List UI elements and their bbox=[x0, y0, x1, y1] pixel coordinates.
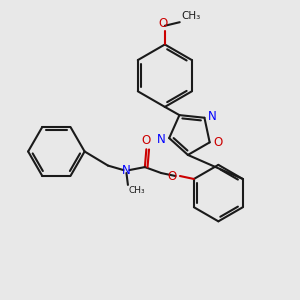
Text: O: O bbox=[214, 136, 223, 149]
Text: N: N bbox=[122, 164, 131, 177]
Text: N: N bbox=[208, 110, 217, 123]
Text: CH₃: CH₃ bbox=[128, 186, 145, 195]
Text: O: O bbox=[142, 134, 151, 147]
Text: O: O bbox=[168, 169, 177, 182]
Text: CH₃: CH₃ bbox=[181, 11, 200, 21]
Text: O: O bbox=[159, 16, 168, 30]
Text: N: N bbox=[157, 133, 166, 146]
